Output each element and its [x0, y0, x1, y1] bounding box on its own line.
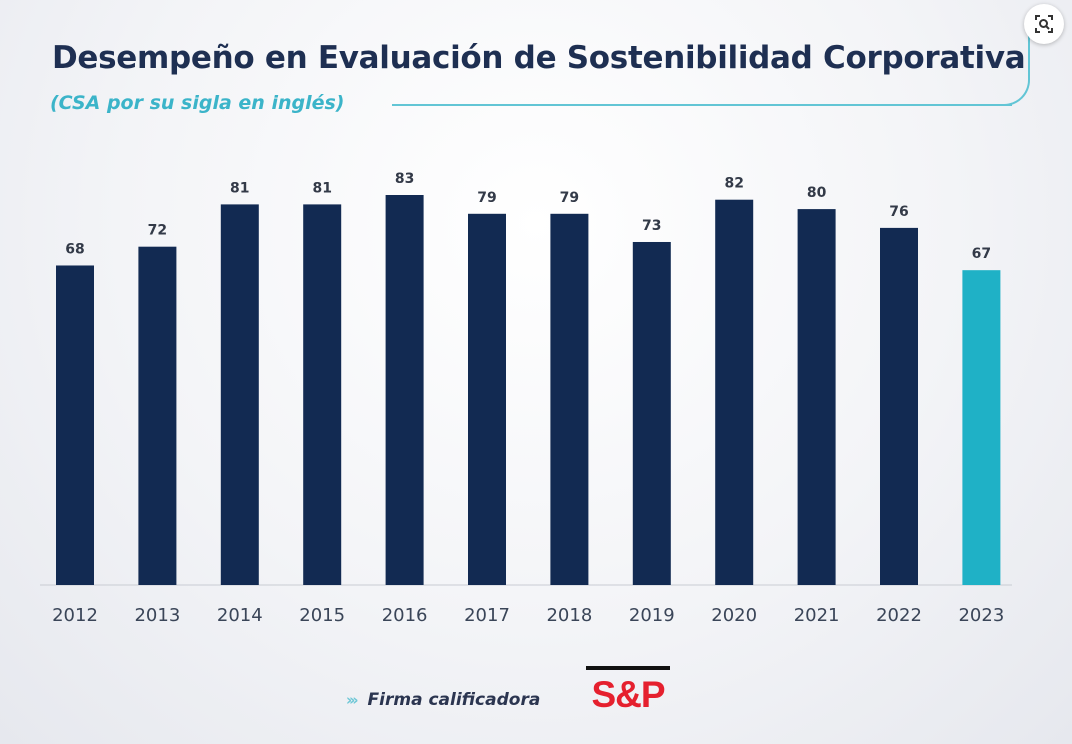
screen-search-button[interactable]	[1024, 4, 1064, 44]
bar-2013	[138, 246, 177, 585]
screen-search-icon	[1035, 15, 1053, 33]
bar-2018	[550, 213, 589, 586]
bar-2020	[715, 199, 754, 585]
chart-title: Desempeño en Evaluación de Sostenibilida…	[52, 40, 1026, 76]
data-label-2015: 81	[312, 180, 331, 196]
logo-text: S&P	[591, 674, 665, 715]
chevrons-icon: ›››	[346, 691, 358, 709]
sp-logo: S&P	[586, 666, 670, 718]
bar-2015	[303, 204, 342, 585]
data-label-2014: 81	[230, 180, 249, 196]
subtitle-divider	[392, 104, 1012, 106]
data-label-2013: 72	[148, 223, 167, 239]
bar-2022	[880, 227, 918, 585]
tick-label-2014: 2014	[217, 605, 263, 626]
tick-label-2017: 2017	[464, 605, 510, 626]
bar-2016	[385, 195, 424, 585]
data-label-2017: 79	[477, 190, 496, 206]
bar-2012	[56, 265, 94, 585]
bar-2014	[220, 204, 259, 585]
logo-bar	[586, 666, 670, 670]
footer-label: Firma calificadora	[367, 690, 541, 710]
data-label-2016: 83	[395, 171, 414, 187]
footer: ››› Firma calificadora	[346, 690, 540, 710]
tick-label-2021: 2021	[794, 605, 840, 626]
data-label-2019: 73	[642, 218, 661, 234]
tick-label-2013: 2013	[134, 605, 180, 626]
bar-2021	[797, 209, 836, 586]
tick-label-2012: 2012	[52, 605, 98, 626]
data-label-2020: 82	[724, 176, 743, 192]
bar-2017	[468, 213, 506, 586]
data-label-2018: 79	[560, 190, 579, 206]
tick-label-2018: 2018	[546, 605, 592, 626]
tick-label-2016: 2016	[382, 605, 428, 626]
tick-label-2019: 2019	[629, 605, 675, 626]
data-label-2023: 67	[972, 246, 991, 262]
tick-label-2015: 2015	[299, 605, 345, 626]
tick-label-2020: 2020	[711, 605, 757, 626]
bar-2023	[962, 270, 1001, 585]
chart-subtitle: (CSA por su sigla en inglés)	[50, 92, 345, 114]
data-label-2012: 68	[65, 241, 84, 257]
data-label-2021: 80	[807, 185, 827, 201]
tick-label-2023: 2023	[958, 605, 1004, 626]
bar-2019	[632, 241, 671, 585]
tick-label-2022: 2022	[876, 605, 922, 626]
data-label-2022: 76	[889, 204, 908, 220]
